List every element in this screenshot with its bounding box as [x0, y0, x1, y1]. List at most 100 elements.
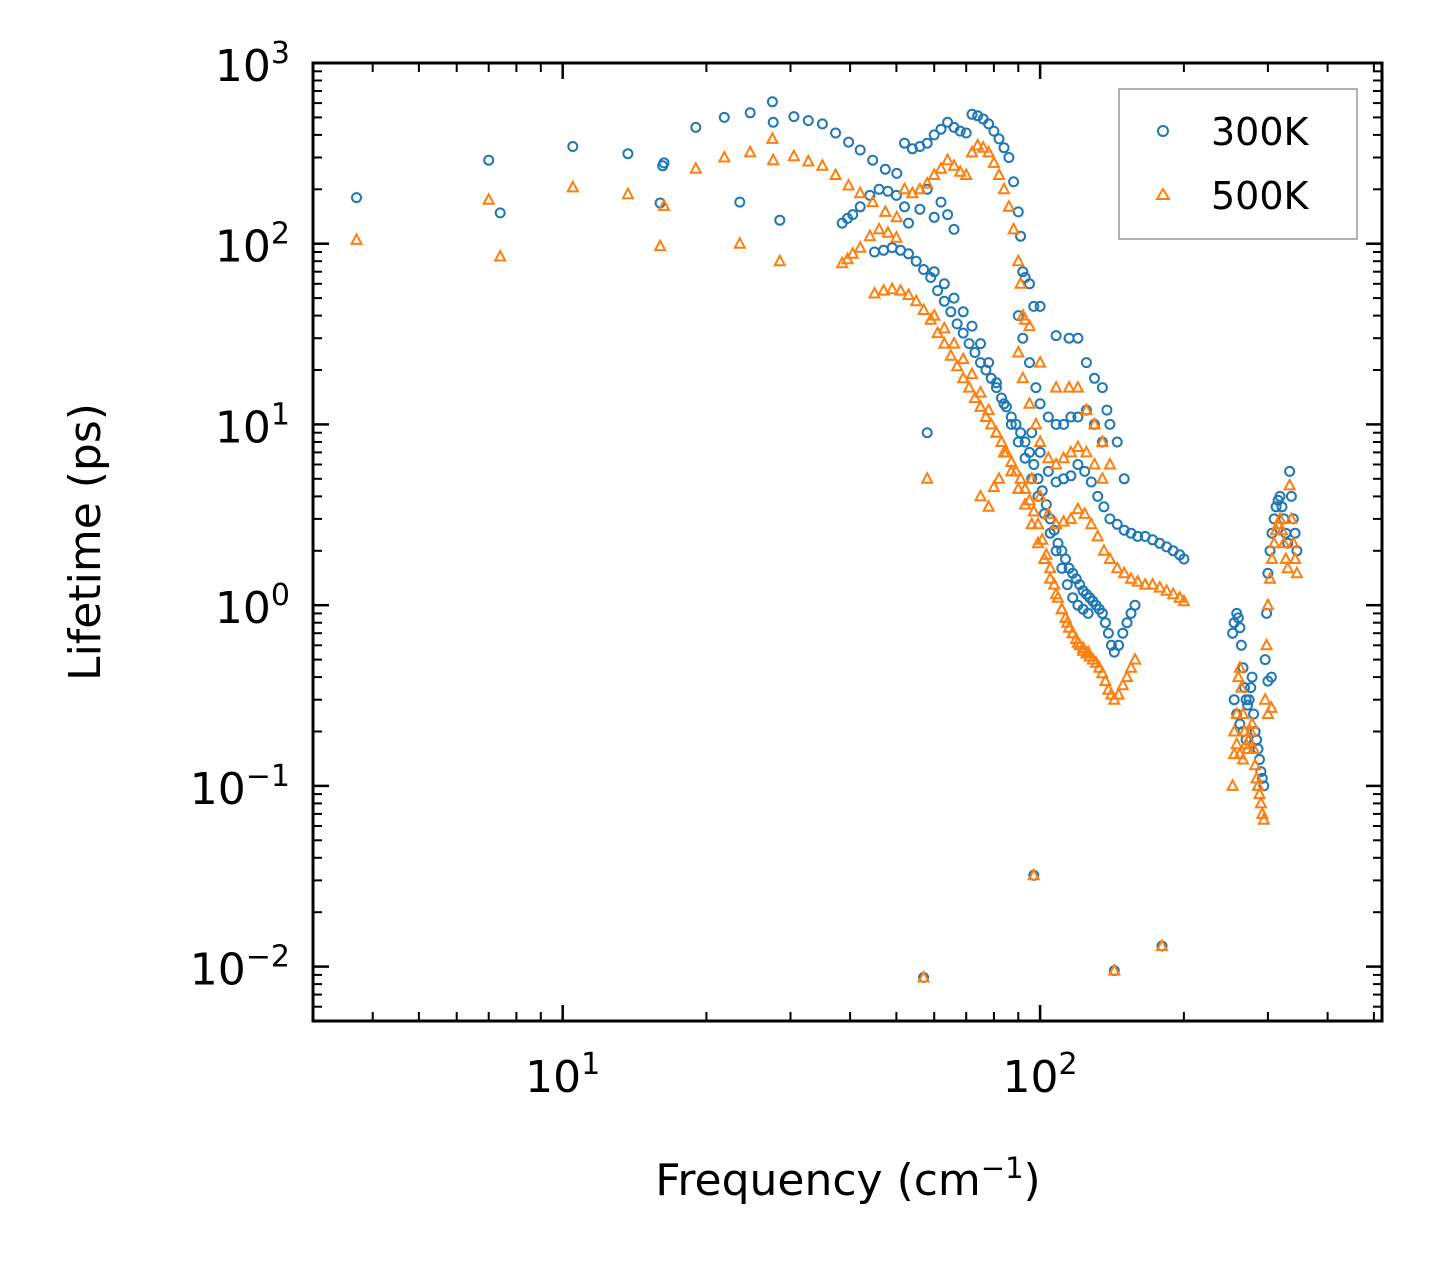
point-500k	[1011, 253, 1025, 267]
point-300k	[948, 223, 960, 235]
point-500k	[987, 155, 1001, 168]
y-tick-label: 100	[215, 578, 290, 634]
point-300k	[1228, 694, 1240, 706]
point-300k	[1276, 501, 1288, 513]
point-500k	[909, 293, 923, 307]
point-500k	[934, 161, 948, 174]
point-300k	[1243, 694, 1255, 706]
point-300k	[483, 154, 495, 166]
point-300k	[1265, 671, 1277, 683]
point-500k	[927, 307, 941, 321]
axis-ticks	[312, 61, 1382, 1022]
point-500k	[482, 192, 496, 205]
point-500k	[867, 285, 882, 299]
point-300k	[1092, 490, 1104, 502]
point-500k	[1078, 506, 1092, 519]
point-500k	[920, 175, 934, 189]
point-300k	[1113, 639, 1125, 651]
point-500k	[973, 399, 988, 412]
point-500k	[1004, 463, 1018, 477]
point-300k	[1003, 152, 1015, 163]
point-500k	[1128, 651, 1142, 665]
point-500k	[1231, 669, 1245, 683]
point-500k	[717, 149, 731, 163]
point-500k	[1117, 565, 1131, 579]
point-300k	[951, 318, 963, 330]
point-500k	[981, 402, 996, 416]
point-500k	[853, 185, 867, 199]
point-500k	[973, 488, 988, 502]
point-500k	[1284, 511, 1299, 524]
point-500k	[1029, 416, 1043, 430]
point-500k	[853, 240, 867, 253]
point-500k	[1043, 571, 1057, 584]
point-500k	[1258, 692, 1272, 705]
point-300k	[1096, 607, 1108, 619]
point-500k	[1071, 501, 1085, 515]
point-300k	[1050, 330, 1062, 342]
point-300k	[1017, 332, 1029, 344]
point-300k	[1019, 436, 1031, 448]
point-500k	[956, 370, 970, 384]
point-500k	[878, 204, 892, 217]
point-500k	[992, 167, 1006, 180]
point-500k	[1079, 402, 1094, 416]
point-300k	[788, 111, 800, 123]
point-300k	[1102, 627, 1114, 639]
point-300k	[948, 292, 960, 304]
data-points	[349, 96, 1304, 983]
point-300k	[983, 357, 995, 369]
point-300k	[938, 295, 950, 307]
point-300k	[1178, 553, 1190, 565]
point-500k	[866, 194, 880, 208]
point-500k	[1244, 723, 1258, 737]
point-500k	[689, 161, 703, 174]
point-500k	[1111, 686, 1126, 700]
point-500k	[1166, 586, 1180, 600]
point-300k	[963, 338, 975, 350]
point-300k	[1085, 476, 1097, 488]
point-300k	[903, 248, 914, 260]
point-500k	[965, 144, 979, 158]
point-300k	[1012, 436, 1024, 448]
point-500k	[1281, 560, 1295, 574]
point-300k	[1019, 452, 1031, 464]
point-300k	[816, 118, 828, 130]
point-500k	[1011, 481, 1025, 494]
point-500k	[1246, 741, 1261, 754]
y-tick-label: 103	[215, 36, 290, 92]
point-300k	[1042, 411, 1054, 423]
point-300k	[734, 196, 746, 208]
point-500k	[897, 181, 912, 195]
point-300k	[879, 163, 891, 175]
legend-label-500k: 500K	[1211, 174, 1310, 218]
point-300k	[969, 347, 981, 358]
point-500k	[841, 177, 856, 191]
point-500k	[1103, 456, 1117, 470]
point-500k	[1016, 370, 1030, 384]
point-300k	[998, 142, 1010, 154]
point-300k	[1056, 562, 1068, 574]
point-500k	[766, 152, 780, 166]
point-500k	[1245, 716, 1259, 729]
point-300k	[1101, 404, 1113, 416]
point-300k	[1082, 607, 1094, 619]
point-500k	[787, 148, 801, 162]
point-500k	[1286, 535, 1300, 549]
point-500k	[1259, 637, 1274, 651]
point-500k	[1066, 625, 1080, 639]
point-500k	[1230, 736, 1244, 750]
point-300k	[1028, 459, 1040, 470]
y-axis-label: Lifetime (ps)	[60, 403, 111, 681]
y-tick-label: 102	[215, 217, 290, 273]
point-300k	[843, 136, 855, 148]
point-500k	[872, 221, 886, 235]
point-500k	[765, 131, 780, 144]
point-500k	[881, 225, 895, 238]
point-500k	[944, 348, 958, 361]
point-500k	[885, 281, 899, 295]
point-300k	[1242, 699, 1254, 711]
point-300k	[1111, 518, 1123, 530]
point-300k	[928, 266, 940, 278]
